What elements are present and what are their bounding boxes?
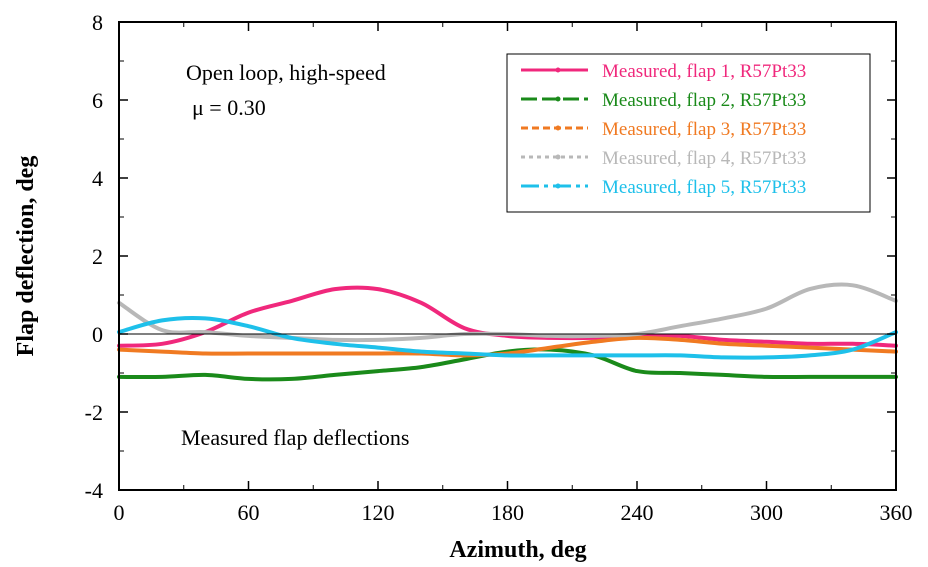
- x-tick-label: 240: [621, 500, 654, 525]
- x-axis-title: Azimuth, deg: [449, 537, 586, 563]
- condition-annotation: Open loop, high-speed: [186, 60, 386, 85]
- plot-lines: [117, 282, 898, 382]
- x-tick-label: 120: [362, 500, 395, 525]
- legend-marker-flap-3: [555, 125, 561, 131]
- legend-marker-flap-2: [555, 96, 561, 102]
- legend-label-flap-3: Measured, flap 3, R57Pt33: [602, 119, 806, 140]
- y-tick-label: 2: [92, 244, 103, 269]
- legend-marker-flap-1: [555, 67, 561, 73]
- series-line-flap-5: [117, 315, 898, 360]
- legend-marker-flap-5: [555, 183, 561, 189]
- mu-annotation: μ = 0.30: [192, 95, 266, 120]
- y-tick-label: -2: [85, 400, 103, 425]
- x-tick-label: 360: [880, 500, 913, 525]
- tick-labels: 0 60 120 180 240 300 360 -4 -2 0 2 4 6 8: [85, 10, 913, 525]
- y-tick-label: 8: [92, 10, 103, 35]
- legend-label-flap-5: Measured, flap 5, R57Pt33: [602, 177, 806, 198]
- legend-label-flap-2: Measured, flap 2, R57Pt33: [602, 90, 806, 111]
- axis-ticks: [118, 21, 897, 491]
- x-tick-label: 60: [238, 500, 260, 525]
- y-axis-title: Flap deflection, deg: [13, 156, 39, 357]
- measured-note-annotation: Measured flap deflections: [181, 425, 409, 450]
- y-tick-label: -4: [85, 478, 103, 503]
- legend: Measured, flap 1, R57Pt33 Measured, flap …: [506, 53, 871, 213]
- legend-marker-flap-4: [555, 154, 561, 160]
- x-tick-label: 300: [750, 500, 783, 525]
- y-tick-label: 4: [92, 166, 103, 191]
- series-line-flap-1: [117, 285, 898, 348]
- legend-box: [506, 53, 871, 213]
- y-tick-label: 0: [92, 322, 103, 347]
- legend-label-flap-1: Measured, flap 1, R57Pt33: [602, 61, 806, 82]
- y-tick-label: 6: [92, 88, 103, 113]
- legend-label-flap-4: Measured, flap 4, R57Pt33: [602, 148, 806, 169]
- series-line-flap-4: [117, 282, 898, 343]
- x-tick-label: 180: [491, 500, 524, 525]
- x-tick-label: 0: [114, 500, 125, 525]
